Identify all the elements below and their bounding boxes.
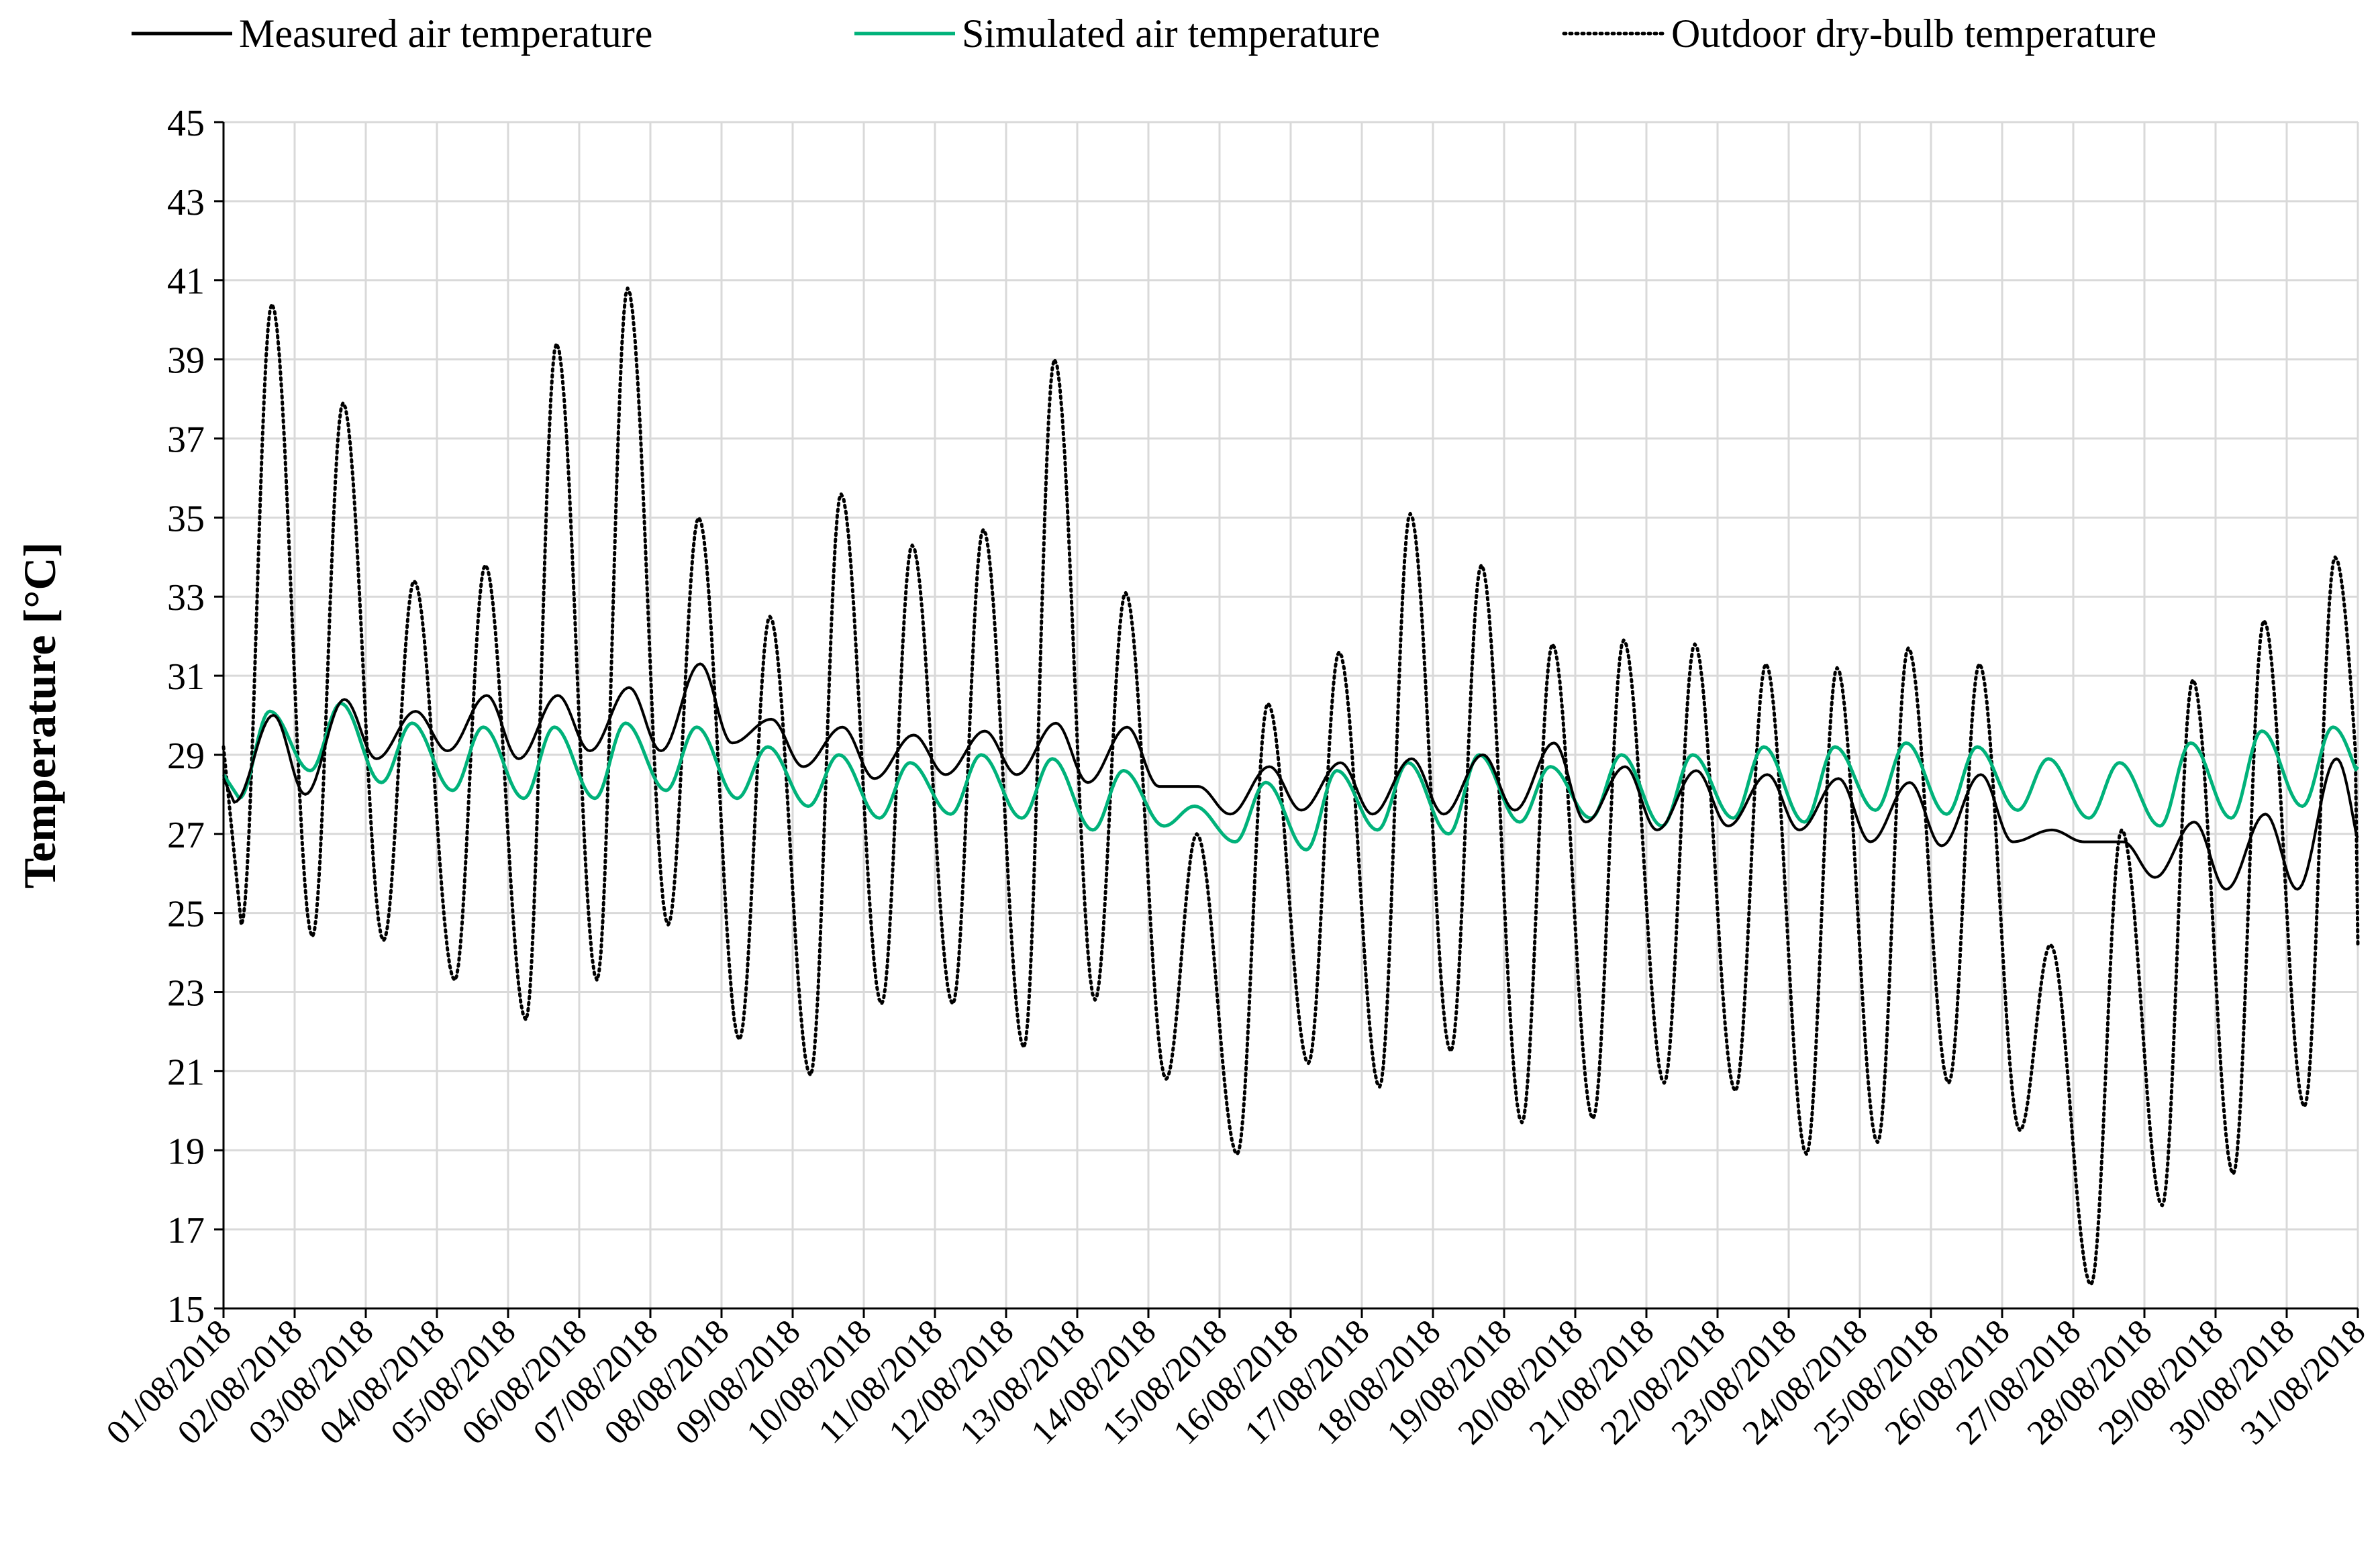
y-tick-label: 37 bbox=[167, 419, 205, 460]
y-tick-label: 17 bbox=[167, 1210, 205, 1251]
series-lines bbox=[221, 287, 2360, 1287]
y-tick-labels: 15 17 19 21 23 25 27 29 31 33 35 37 39 41 43 45 bbox=[167, 103, 224, 1331]
legend-label: Simulated air temperature bbox=[962, 11, 1380, 56]
y-tick-label: 15 bbox=[167, 1289, 205, 1331]
y-tick-label: 39 bbox=[167, 340, 205, 382]
y-tick-label: 45 bbox=[167, 103, 205, 144]
x-tick-labels: 01/08/201802/08/201803/08/201804/08/2018… bbox=[99, 1308, 2373, 1452]
y-tick-label: 33 bbox=[167, 577, 205, 619]
y-tick-label: 29 bbox=[167, 735, 205, 777]
y-tick-label: 41 bbox=[167, 261, 205, 303]
y-tick-label: 23 bbox=[167, 973, 205, 1015]
y-tick-label: 43 bbox=[167, 182, 205, 223]
grid bbox=[224, 121, 2359, 1308]
y-tick-label: 35 bbox=[167, 498, 205, 539]
legend-label: Outdoor dry-bulb temperature bbox=[1671, 11, 2156, 56]
y-tick-label: 21 bbox=[167, 1051, 205, 1093]
y-tick-label: 27 bbox=[167, 815, 205, 856]
y-tick-label: 31 bbox=[167, 656, 205, 698]
series-line-outdoor bbox=[221, 287, 2360, 1287]
y-tick-label: 19 bbox=[167, 1131, 205, 1172]
y-axis-label: Temperature [°C] bbox=[14, 542, 65, 888]
series-line-simulated bbox=[221, 701, 2360, 851]
legend: Measured air temperature Simulated air te… bbox=[132, 11, 2156, 56]
legend-label: Measured air temperature bbox=[239, 11, 652, 56]
series-line-measured bbox=[222, 662, 2359, 891]
y-tick-label: 25 bbox=[167, 894, 205, 935]
